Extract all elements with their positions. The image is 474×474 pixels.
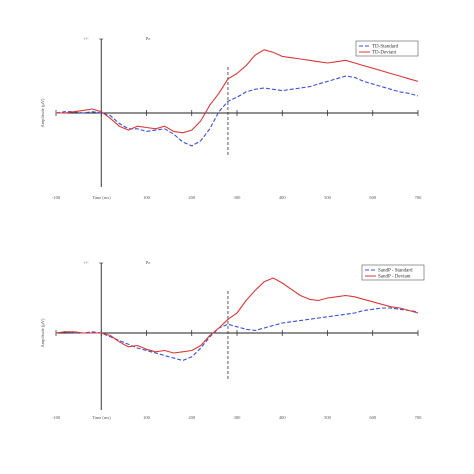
x-tick-label: 100 <box>143 195 151 200</box>
chart-panel-2: -100 Time (ms) 100 200 300 400 500 600 700 Amplit… <box>40 260 425 420</box>
x-tick-label: 600 <box>369 415 377 420</box>
x-tick-label: Time (ms) <box>92 415 111 420</box>
legend-label: TD-Deviant <box>372 51 397 56</box>
x-tick-label: -100 <box>52 415 61 420</box>
x-tick-label: -100 <box>52 195 61 200</box>
legend-box <box>355 40 419 57</box>
series-line-deviant <box>56 49 419 134</box>
x-tick-label: 500 <box>324 415 332 420</box>
series-line-standard <box>55 75 419 147</box>
x-tick-label: 500 <box>324 195 332 200</box>
x-tick-label: 300 <box>234 415 242 420</box>
x-tick-label: 300 <box>234 195 242 200</box>
x-tick-label: 600 <box>369 195 377 200</box>
x-tick-label: 100 <box>143 415 151 420</box>
x-tick-label: 400 <box>279 415 287 420</box>
legend-label: TD-Standard <box>372 45 399 50</box>
panel-label: Pz <box>146 260 151 265</box>
chart-panel-1: -100 Time (ms) 100 200 300 400 500 600 700 Amplit… <box>40 36 422 200</box>
x-tick-label: 700 <box>415 415 423 420</box>
y-axis-label: Amplitude (μV) <box>40 318 45 348</box>
x-tick-label: 200 <box>188 415 196 420</box>
panel-label: Pz <box>146 36 151 41</box>
axis-mark: +/- <box>83 36 89 41</box>
x-tick-label: 200 <box>188 195 196 200</box>
axis-mark: +/- <box>83 260 89 265</box>
legend-box <box>361 264 425 281</box>
y-axis-label: Amplitude (μV) <box>40 98 45 128</box>
legend-label: SandP - Standard <box>378 269 413 274</box>
x-tick-label: 400 <box>279 195 287 200</box>
series-line-deviant <box>55 277 419 354</box>
x-tick-label: 700 <box>415 195 423 200</box>
x-tick-label: Time (ms) <box>92 195 111 200</box>
legend-label: SandP - Deviant <box>378 275 411 280</box>
